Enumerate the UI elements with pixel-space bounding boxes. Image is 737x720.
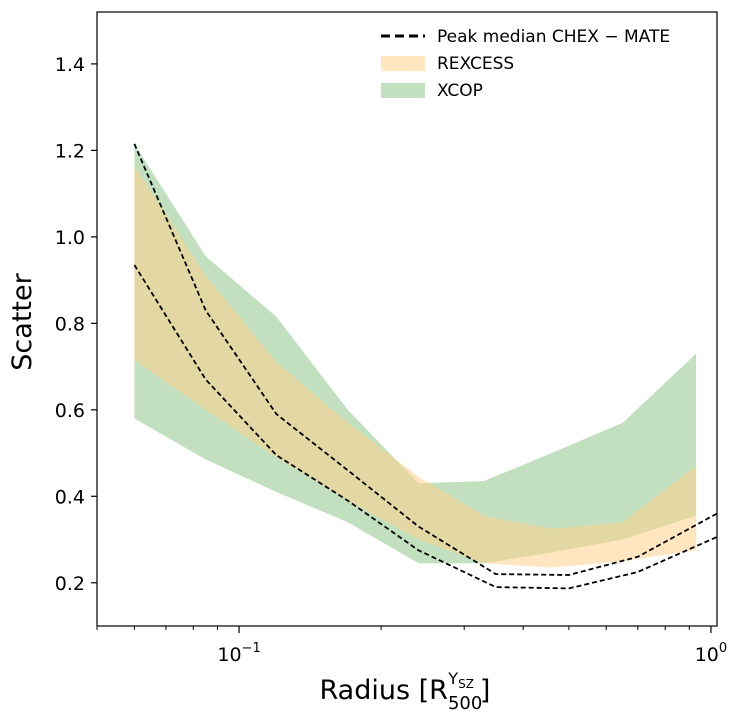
y-tick-label: 1.4 <box>55 54 85 76</box>
band-layer <box>134 143 697 568</box>
band-rexcess <box>134 165 697 568</box>
legend-swatch-rexcess <box>381 56 425 71</box>
median-line-upper <box>133 143 717 576</box>
y-tick-label: 0.8 <box>55 313 85 335</box>
legend-label-rexcess: REXCESS <box>437 54 514 74</box>
median-line-lower <box>133 264 717 590</box>
plot-frame <box>96 11 718 627</box>
legend: Peak median CHEX − MATE REXCESS XCOP <box>381 27 670 101</box>
y-tick-label: 0.2 <box>55 573 85 595</box>
legend-label-xcop: XCOP <box>437 81 483 101</box>
x-tick-label: 10−1 <box>217 641 260 666</box>
legend-label-peak-median-chex-mate: Peak median CHEX − MATE <box>437 27 670 47</box>
y-tick-label: 0.4 <box>55 486 85 508</box>
y-tick-label: 1.0 <box>55 227 85 249</box>
x-tick-label: 100 <box>695 641 727 666</box>
y-tick-label: 0.6 <box>55 400 85 422</box>
y-tick-label: 1.2 <box>55 140 85 162</box>
legend-swatch-xcop <box>381 83 425 98</box>
x-axis-label: Radius [R500YSZ] <box>320 669 491 714</box>
x-axis: 10−1 100 <box>96 626 727 666</box>
y-axis-label: Scatter <box>7 272 38 370</box>
band-xcop <box>134 143 697 564</box>
y-axis: 0.2 0.4 0.6 0.8 1.0 1.2 1.4 <box>55 54 97 595</box>
median-line-layer <box>133 143 717 590</box>
